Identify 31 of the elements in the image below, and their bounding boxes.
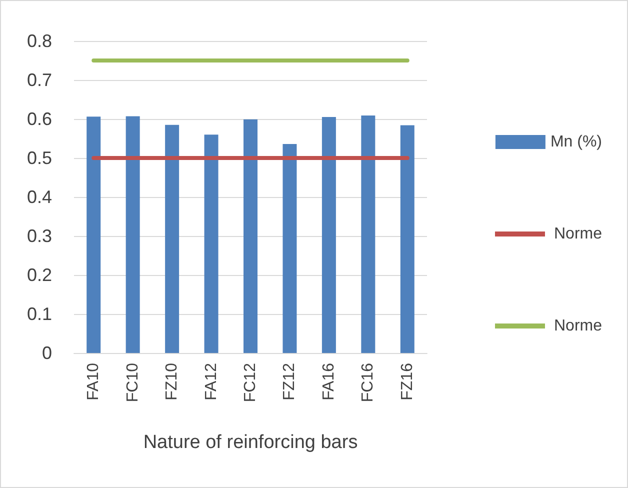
- bar: [165, 124, 180, 353]
- x-tick-label: FA12: [202, 362, 220, 400]
- legend-label: Norme: [554, 318, 602, 334]
- bar: [244, 119, 258, 353]
- bar: [400, 125, 414, 353]
- y-tick-label: 0.4: [26, 187, 52, 207]
- y-tick-label: 0.3: [26, 226, 52, 246]
- bar: [322, 117, 336, 353]
- y-tick-label: 0: [42, 343, 52, 363]
- bar: [282, 144, 297, 353]
- x-tick-label: FZ16: [398, 362, 416, 400]
- x-tick-label: FZ10: [164, 362, 181, 400]
- x-tick-label: FC10: [124, 362, 142, 402]
- bar: [361, 115, 376, 353]
- x-tick-label: FZ12: [281, 362, 298, 400]
- y-tick-label: 0.6: [26, 109, 52, 129]
- x-axis-title: Nature of reinforcing bars: [143, 432, 358, 453]
- bar: [86, 116, 101, 353]
- legend-label: Mn (%): [550, 134, 602, 150]
- x-tick-label: FA16: [320, 362, 338, 400]
- x-tick-label: FC12: [242, 362, 259, 402]
- x-tick-label: FA10: [85, 362, 102, 400]
- y-tick-label: 0.7: [26, 70, 52, 90]
- y-tick-label: 0.2: [26, 265, 52, 285]
- bar: [126, 116, 140, 353]
- y-tick-label: 0.5: [26, 148, 52, 168]
- y-tick-label: 0.1: [26, 304, 52, 324]
- legend-label: Norme: [554, 226, 602, 242]
- x-tick-label: FC16: [360, 362, 377, 402]
- bar: [204, 134, 218, 353]
- y-tick-label: 0.8: [26, 31, 52, 51]
